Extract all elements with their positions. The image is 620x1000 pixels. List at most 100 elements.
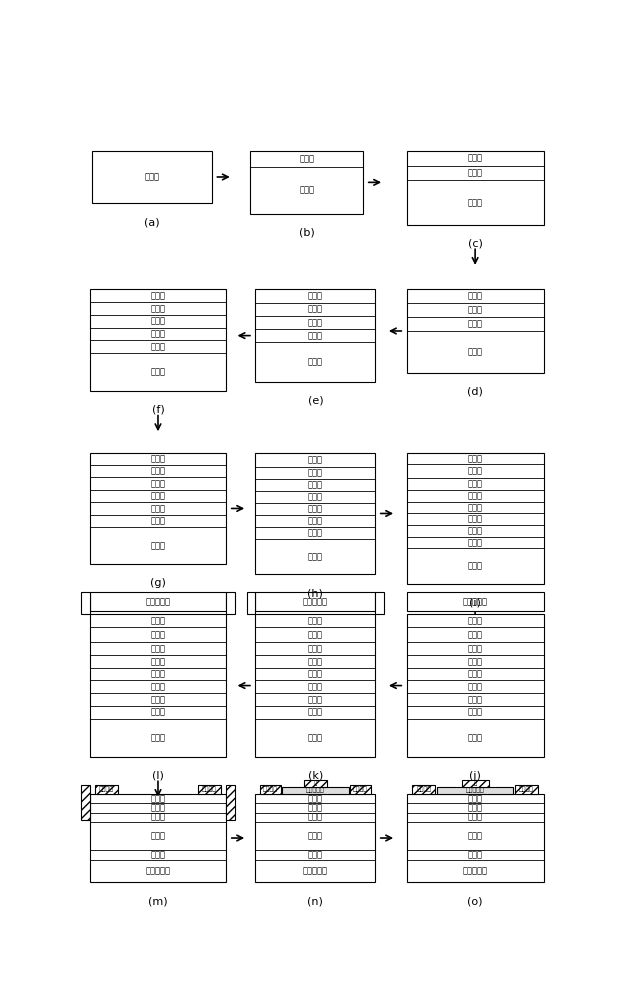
Text: 欧姆接触: 欧姆接触 [202, 787, 217, 792]
Text: 金刚石衬底: 金刚石衬底 [303, 866, 328, 875]
Text: 支撑层: 支撑层 [308, 455, 323, 464]
Text: 外延片: 外延片 [308, 552, 323, 561]
Text: 缓冲层: 缓冲层 [151, 695, 166, 704]
Text: 成核层: 成核层 [467, 708, 482, 717]
Text: 成核层: 成核层 [299, 154, 314, 163]
Text: (i): (i) [469, 597, 481, 607]
Text: 插入层: 插入层 [308, 803, 323, 812]
Text: 缓冲层: 缓冲层 [467, 526, 482, 535]
Text: 沟道层: 沟道层 [467, 794, 482, 803]
Text: 支撑层: 支撑层 [467, 630, 482, 639]
Text: 成核层: 成核层 [151, 708, 166, 717]
Bar [198, 785, 221, 794]
Text: 成核层: 成核层 [467, 538, 482, 547]
Text: 缓冲层: 缓冲层 [308, 318, 323, 327]
Text: 欧姆接触: 欧姆接触 [263, 787, 278, 792]
Text: 外延片: 外延片 [151, 367, 166, 376]
Text: (l): (l) [152, 771, 164, 781]
Text: 欧姆接触: 欧姆接触 [416, 787, 432, 792]
Text: 支撑层: 支撑层 [151, 630, 166, 639]
Text: 成核层: 成核层 [308, 331, 323, 340]
Text: 沟道层: 沟道层 [467, 670, 482, 679]
Bar [412, 785, 435, 794]
Text: 外延片: 外延片 [144, 172, 159, 181]
Bar [255, 794, 375, 882]
Text: 钳性层: 钳性层 [308, 504, 323, 513]
Text: 沟道层: 沟道层 [151, 670, 166, 679]
Bar [407, 151, 544, 225]
Bar [95, 785, 118, 794]
Text: 外延片: 外延片 [299, 186, 314, 195]
Text: 支撑层: 支撑层 [467, 832, 482, 841]
Text: 缓冲层: 缓冲层 [467, 695, 482, 704]
Text: (j): (j) [469, 771, 481, 781]
Text: 沟道层: 沟道层 [151, 304, 166, 313]
Text: (g): (g) [150, 578, 166, 588]
Text: 沟道层: 沟道层 [151, 794, 166, 803]
Text: 键合层: 键合层 [308, 850, 323, 859]
Text: 钳性层: 钳性层 [308, 305, 323, 314]
Text: (d): (d) [467, 386, 483, 396]
Text: (c): (c) [467, 239, 482, 249]
Text: 外延片: 外延片 [467, 562, 482, 571]
Text: 插入层: 插入层 [467, 491, 482, 500]
Text: (m): (m) [148, 896, 168, 906]
Text: 插入层: 插入层 [308, 480, 323, 489]
Text: 缓冲层: 缓冲层 [467, 154, 482, 163]
Text: 沟道层: 沟道层 [308, 492, 323, 501]
Text: 键合层: 键合层 [308, 616, 323, 625]
Bar [407, 614, 544, 757]
Text: (o): (o) [467, 896, 483, 906]
Bar [436, 787, 513, 794]
Text: 势垒层: 势垒层 [308, 644, 323, 653]
Bar [407, 289, 544, 373]
Text: 沟道层: 沟道层 [151, 479, 166, 488]
Text: 钳性层: 钳性层 [151, 682, 166, 691]
Text: (b): (b) [299, 228, 315, 238]
Text: 插入层: 插入层 [151, 291, 166, 300]
Text: 钳性层: 钳性层 [308, 682, 323, 691]
Bar [260, 785, 280, 794]
Bar [89, 453, 226, 564]
Text: 成核层: 成核层 [308, 528, 323, 537]
Text: 栅: 栅 [474, 780, 477, 786]
Bar [226, 592, 235, 614]
Text: 成核层: 成核层 [308, 708, 323, 717]
Text: 外延片: 外延片 [151, 733, 166, 742]
Bar [81, 592, 89, 614]
Text: 成核层: 成核层 [467, 320, 482, 329]
Bar [250, 151, 363, 214]
Bar [89, 289, 226, 391]
Bar [255, 453, 375, 574]
Text: (k): (k) [308, 771, 323, 781]
Bar [255, 289, 375, 382]
Bar [89, 592, 226, 611]
Text: 钳性层: 钳性层 [151, 317, 166, 326]
Bar [350, 785, 371, 794]
Text: 欧姆接触: 欧姆接触 [519, 787, 534, 792]
Text: (a): (a) [144, 217, 160, 227]
Bar [247, 592, 255, 614]
Text: 金刚石衬底: 金刚石衬底 [146, 866, 170, 875]
Text: 势垒层: 势垒层 [151, 454, 166, 463]
Text: (n): (n) [308, 896, 323, 906]
Text: 绝缘增介层: 绝缘增介层 [306, 787, 325, 793]
Text: 金刚石衬底: 金刚石衬底 [463, 597, 487, 606]
Text: 外延片: 外延片 [467, 733, 482, 742]
Text: 键合层: 键合层 [467, 616, 482, 625]
Text: 沟道层: 沟道层 [308, 292, 323, 301]
Text: 势垒层: 势垒层 [308, 468, 323, 477]
Bar [89, 614, 226, 757]
Text: 外延片: 外延片 [467, 347, 482, 356]
Text: 外延片: 外延片 [467, 198, 482, 207]
Text: 金刚石衬底: 金刚石衬底 [146, 597, 170, 606]
Text: 支撑层: 支撑层 [308, 832, 323, 841]
Text: 成核层: 成核层 [467, 168, 482, 177]
Bar [255, 592, 375, 611]
Text: 插入层: 插入层 [151, 657, 166, 666]
Text: 插入层: 插入层 [467, 657, 482, 666]
Text: 欧姆接触: 欧姆接触 [99, 787, 114, 792]
Bar [281, 787, 349, 794]
Text: 缓冲层: 缓冲层 [151, 504, 166, 513]
Text: (h): (h) [308, 588, 323, 598]
